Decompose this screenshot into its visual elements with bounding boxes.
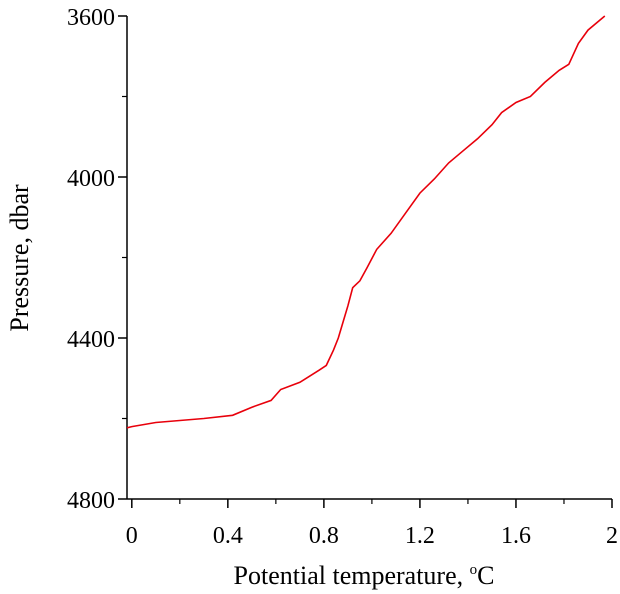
- y-tick-labels: 3600 4000 4400 4800: [67, 5, 115, 514]
- x-tick-labels: 0 0.4 0.8 1.2 1.6 2: [126, 523, 618, 549]
- y-ticks: [118, 15, 127, 500]
- y-tick-label: 3600: [67, 5, 115, 31]
- x-tick-label: 1.2: [405, 523, 435, 549]
- y-axis-label: Pressure, dbar: [5, 184, 34, 332]
- x-tick-label: 2: [606, 523, 618, 549]
- x-tick-label: 0: [126, 523, 138, 549]
- temperature-profile-line: [126, 15, 606, 429]
- x-axis-label: Potential temperature, oC: [234, 561, 495, 590]
- x-ticks: [131, 499, 613, 508]
- y-tick-label: 4800: [67, 488, 115, 514]
- y-tick-label: 4000: [67, 166, 115, 192]
- x-tick-label: 0.4: [213, 523, 243, 549]
- x-tick-label: 1.6: [501, 523, 531, 549]
- x-tick-label: 0.8: [309, 523, 339, 549]
- y-tick-label: 4400: [67, 327, 115, 353]
